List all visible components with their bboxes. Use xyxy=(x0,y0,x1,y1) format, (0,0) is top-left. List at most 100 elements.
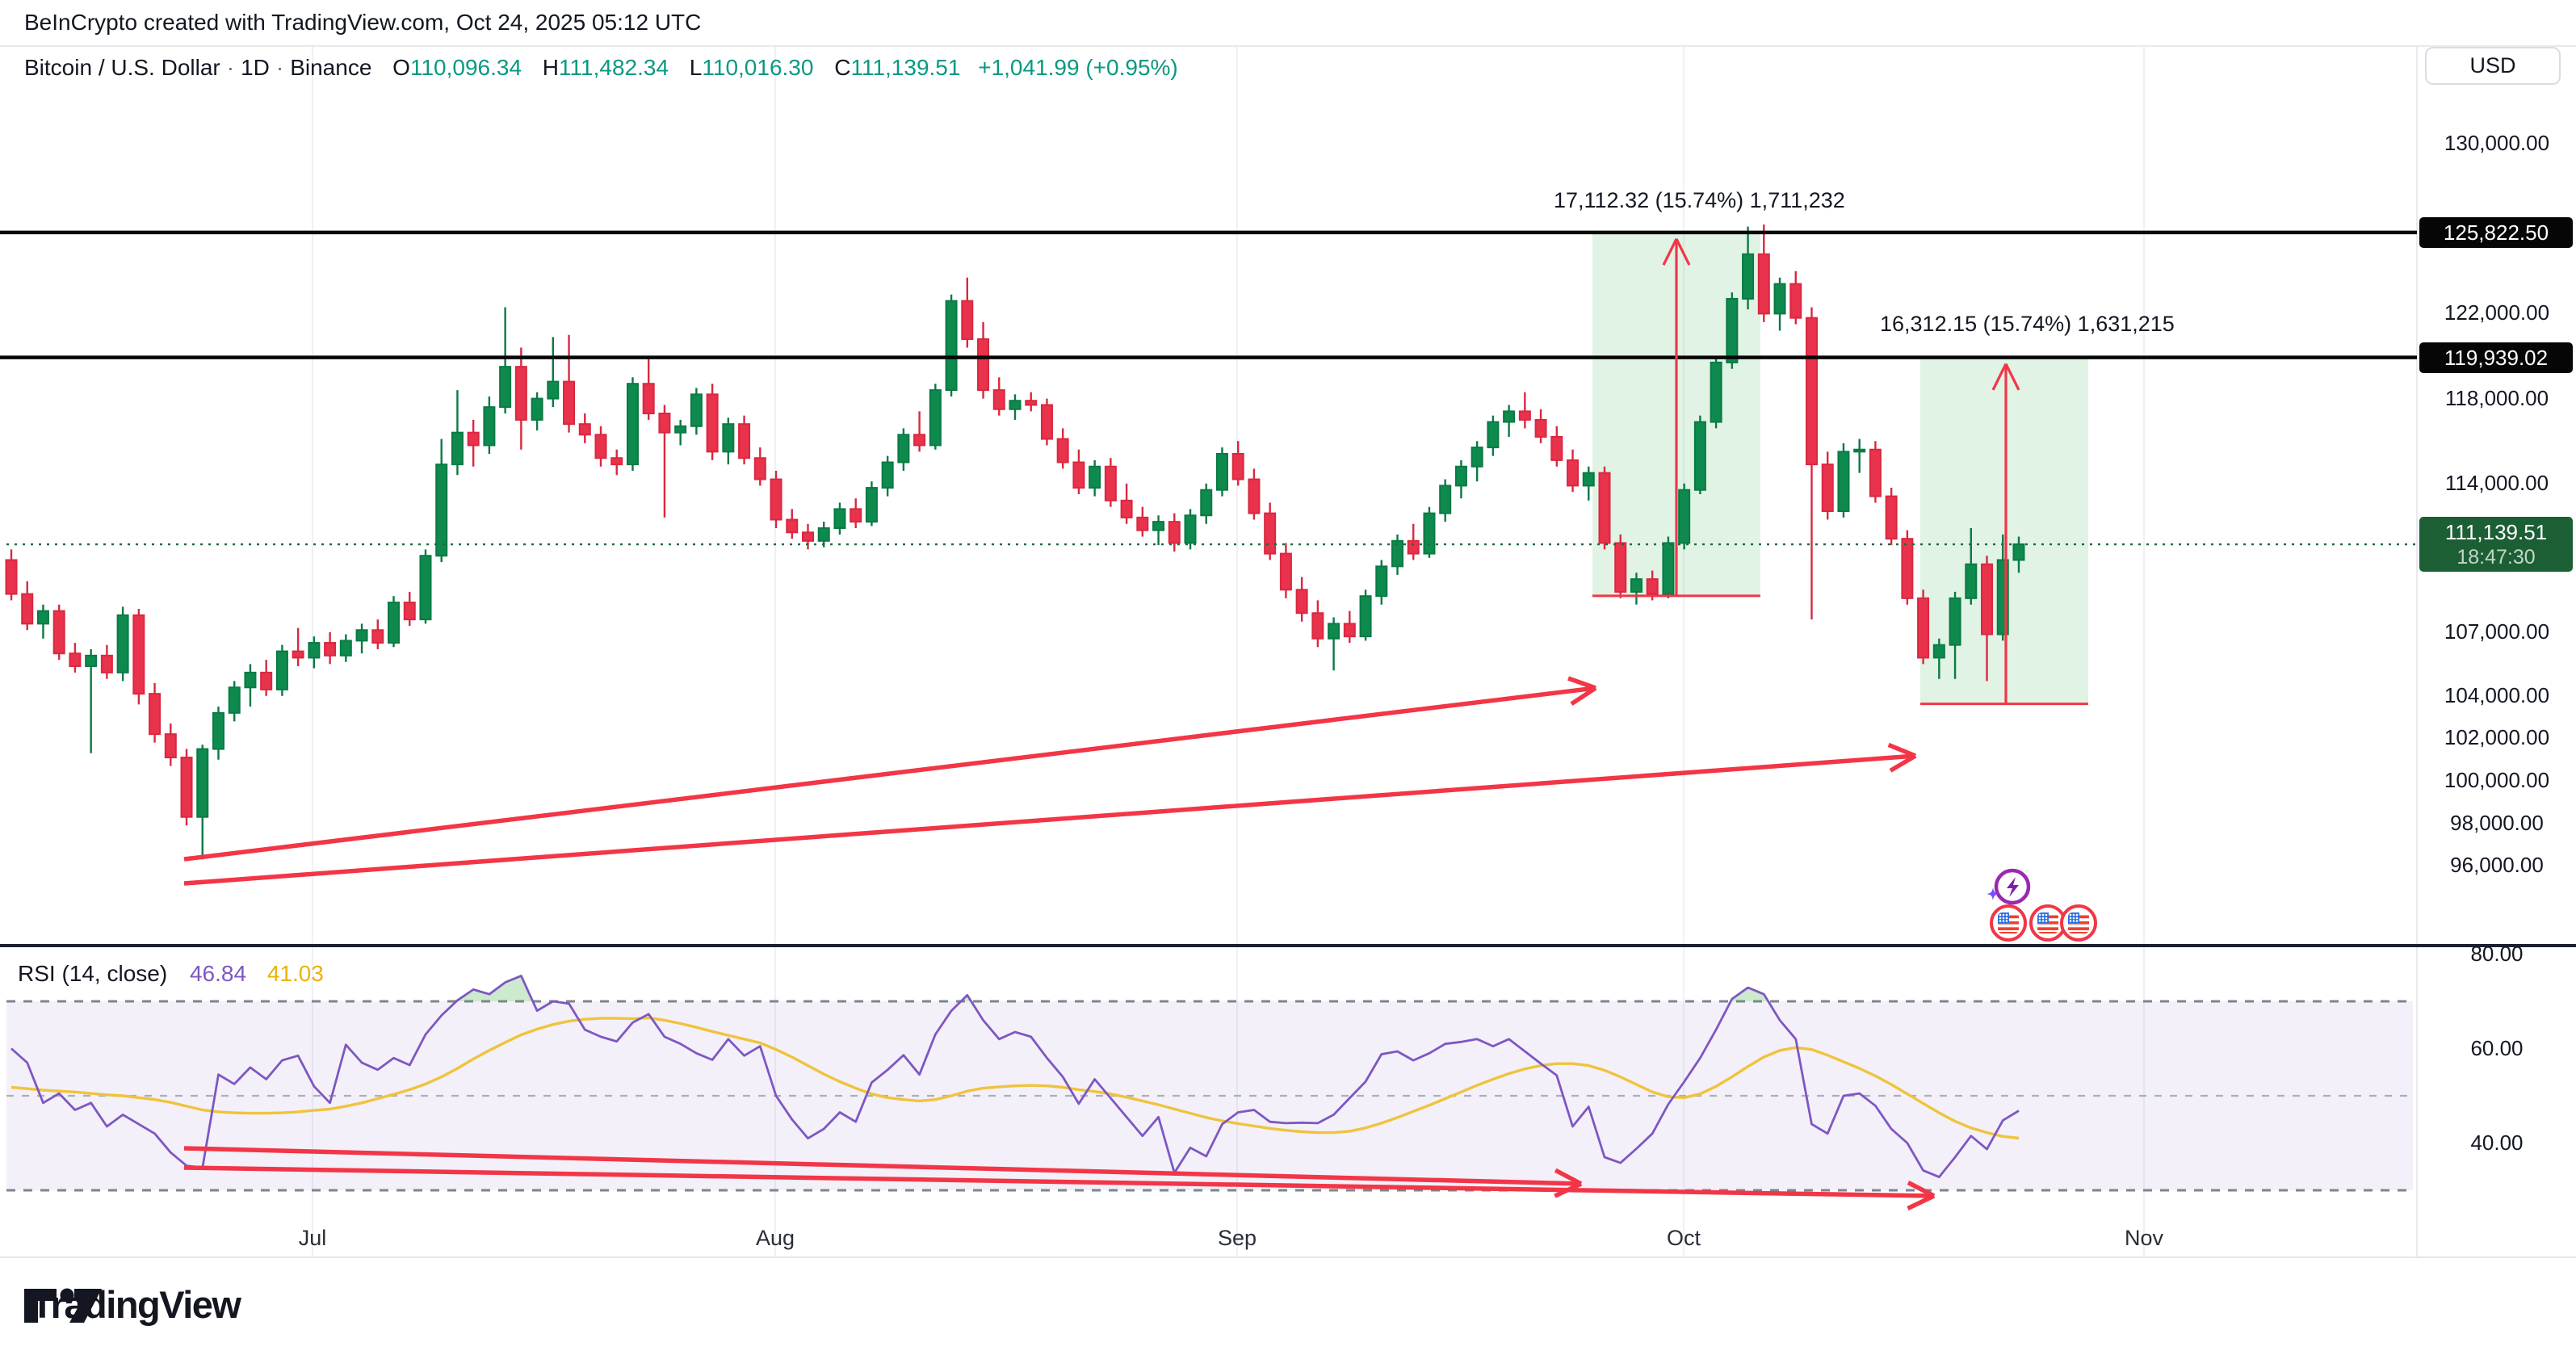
us-flag-icon[interactable] xyxy=(1990,904,2027,942)
rsi-overbought-fill xyxy=(456,975,1768,1001)
us-flag-icon[interactable] xyxy=(2060,904,2097,942)
symbol-name[interactable]: Bitcoin / U.S. Dollar xyxy=(24,55,220,80)
time-axis-month-label: Nov xyxy=(2124,1226,2163,1250)
candle xyxy=(435,464,448,557)
measure-box-arrows[interactable] xyxy=(1592,238,2088,706)
candle xyxy=(1932,644,1945,659)
currency-toggle-button[interactable]: USD xyxy=(2425,47,2561,85)
candle xyxy=(1726,297,1739,363)
candle xyxy=(1168,521,1181,544)
candle xyxy=(1503,410,1516,423)
tradingview-logo[interactable]: TradingView xyxy=(21,1282,241,1327)
candle xyxy=(1279,552,1292,591)
rsi-legend: RSI (14, close) 46.84 41.03 xyxy=(18,961,324,987)
price-axis-tick: 122,000.00 xyxy=(2444,300,2550,325)
rsi-ma-line xyxy=(10,1016,2020,1140)
candle xyxy=(1120,499,1133,518)
measure-annotation-1: 17,112.32 (15.74%) 1,711,232 xyxy=(1554,188,1845,212)
rsi-trend-arrows[interactable] xyxy=(183,1146,1936,1210)
price-axis-tick: 130,000.00 xyxy=(2444,131,2550,155)
time-axis-month-label: Sep xyxy=(1217,1226,1257,1250)
candle xyxy=(706,393,719,453)
candle xyxy=(1518,410,1531,421)
candle xyxy=(132,614,145,695)
time-axis-month-label: Aug xyxy=(755,1226,795,1250)
candle xyxy=(626,383,639,466)
candle xyxy=(770,478,782,521)
candle xyxy=(1534,418,1547,438)
separator-dot: · xyxy=(226,55,235,80)
candle xyxy=(1328,623,1340,640)
price-axis-tick: 98,000.00 xyxy=(2450,810,2544,835)
change-value: +1,041.99 (+0.95%) xyxy=(978,55,1178,80)
symbol-bar: Bitcoin / U.S. Dollar · 1D · Binance O110,09… xyxy=(24,55,1178,81)
candle xyxy=(1089,465,1101,489)
candle xyxy=(1710,361,1722,423)
rsi-band-lines xyxy=(6,1000,2413,1192)
candle xyxy=(1295,589,1308,615)
candle xyxy=(802,531,814,542)
high-value: 111,482.34 xyxy=(559,55,669,80)
candle xyxy=(1487,421,1500,449)
rsi-ma-value: 41.03 xyxy=(266,961,324,986)
candle xyxy=(1152,521,1165,531)
candle xyxy=(1917,597,1930,659)
candle xyxy=(913,434,926,447)
ai-boost-icon[interactable] xyxy=(1987,868,2031,905)
candle xyxy=(753,457,766,480)
low-value: 110,016.30 xyxy=(702,55,814,80)
rsi-axis-tick: 40.00 xyxy=(2470,1130,2524,1155)
candle xyxy=(1598,472,1611,544)
candle xyxy=(1231,452,1244,480)
time-axis-month-label: Jul xyxy=(298,1226,327,1250)
candle xyxy=(1215,452,1228,491)
candle xyxy=(196,748,209,818)
price-axis-tick: 96,000.00 xyxy=(2450,853,2544,878)
close-label: C xyxy=(834,55,851,80)
candle xyxy=(1582,472,1595,487)
candle xyxy=(149,693,162,736)
price-axis-tick: 100,000.00 xyxy=(2444,768,2550,792)
candle xyxy=(786,518,799,534)
economic-event-flag-icons[interactable] xyxy=(1990,904,2097,942)
price-trend-arrows[interactable] xyxy=(183,676,1917,886)
candle xyxy=(1375,565,1388,598)
open-value: 110,096.34 xyxy=(409,55,522,80)
price-tag-resistance-2: 119,939.02 xyxy=(2419,342,2573,373)
price-axis-tick: 107,000.00 xyxy=(2444,619,2550,644)
candle xyxy=(531,397,543,421)
candle xyxy=(690,393,703,427)
candle xyxy=(180,757,193,818)
candle xyxy=(547,380,560,400)
pane-borders xyxy=(0,45,2576,1258)
candle xyxy=(1072,461,1085,489)
candle xyxy=(738,423,751,459)
candle xyxy=(292,650,304,659)
interval-label[interactable]: 1D xyxy=(241,55,270,80)
rsi-axis-tick: 60.00 xyxy=(2470,1035,2524,1060)
low-label: L xyxy=(689,55,703,80)
candle xyxy=(1614,542,1627,593)
candle xyxy=(929,389,942,447)
candle xyxy=(164,733,177,759)
candle xyxy=(1040,404,1053,440)
open-label: O xyxy=(392,55,410,80)
us-flag-icon[interactable] xyxy=(2029,904,2066,942)
candle xyxy=(594,434,607,459)
candle xyxy=(1773,283,1786,315)
bar-countdown: 18:47:30 xyxy=(2456,546,2536,569)
tradingview-logo-icon xyxy=(24,1288,102,1323)
candle xyxy=(1965,563,1978,599)
candle xyxy=(1359,595,1372,638)
horizontal-level-lines[interactable] xyxy=(0,230,2417,546)
candle xyxy=(850,508,862,523)
candle xyxy=(244,671,257,689)
rsi-title[interactable]: RSI (14, close) xyxy=(18,961,168,986)
candle xyxy=(1009,400,1022,410)
candle xyxy=(388,602,401,644)
candle xyxy=(1742,253,1755,300)
candle xyxy=(21,593,34,625)
candle xyxy=(52,610,65,655)
close-value: 111,139.51 xyxy=(850,55,961,80)
